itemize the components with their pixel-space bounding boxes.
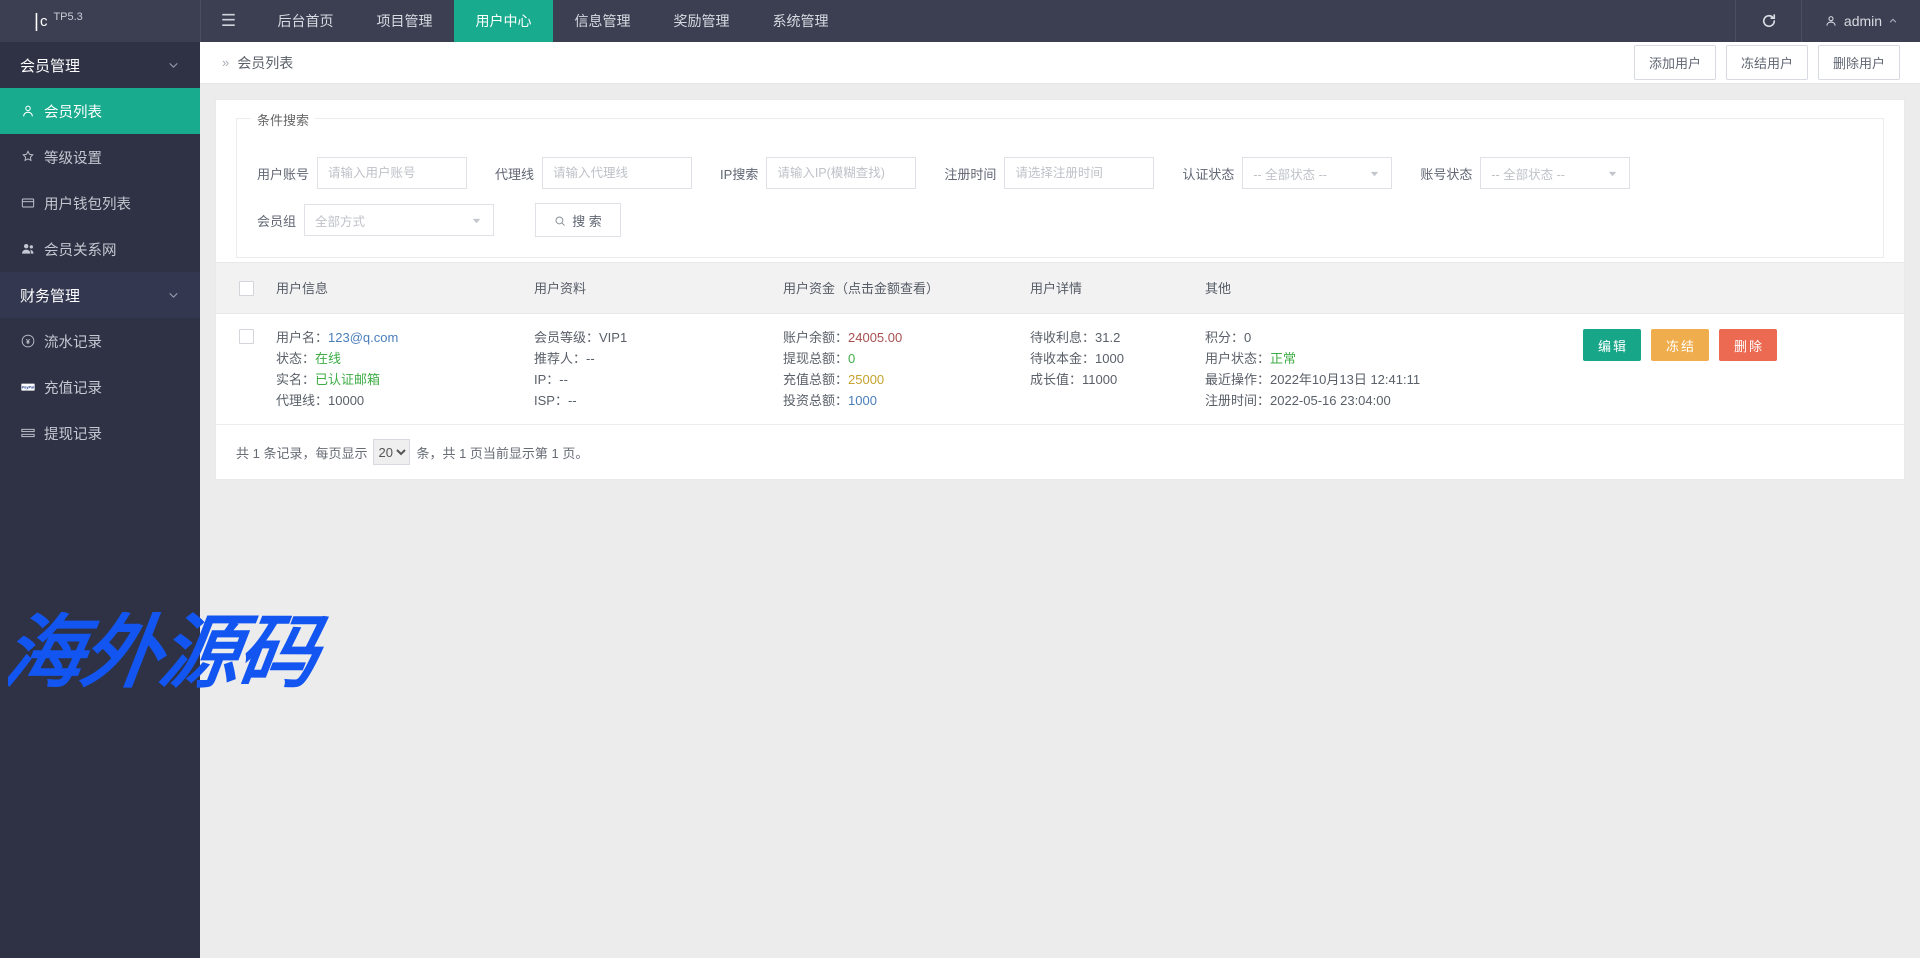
svg-text:海外源码: 海外源码 (8, 612, 331, 698)
svg-text:¥: ¥ (26, 339, 30, 346)
svg-text:PayPal: PayPal (22, 386, 35, 390)
